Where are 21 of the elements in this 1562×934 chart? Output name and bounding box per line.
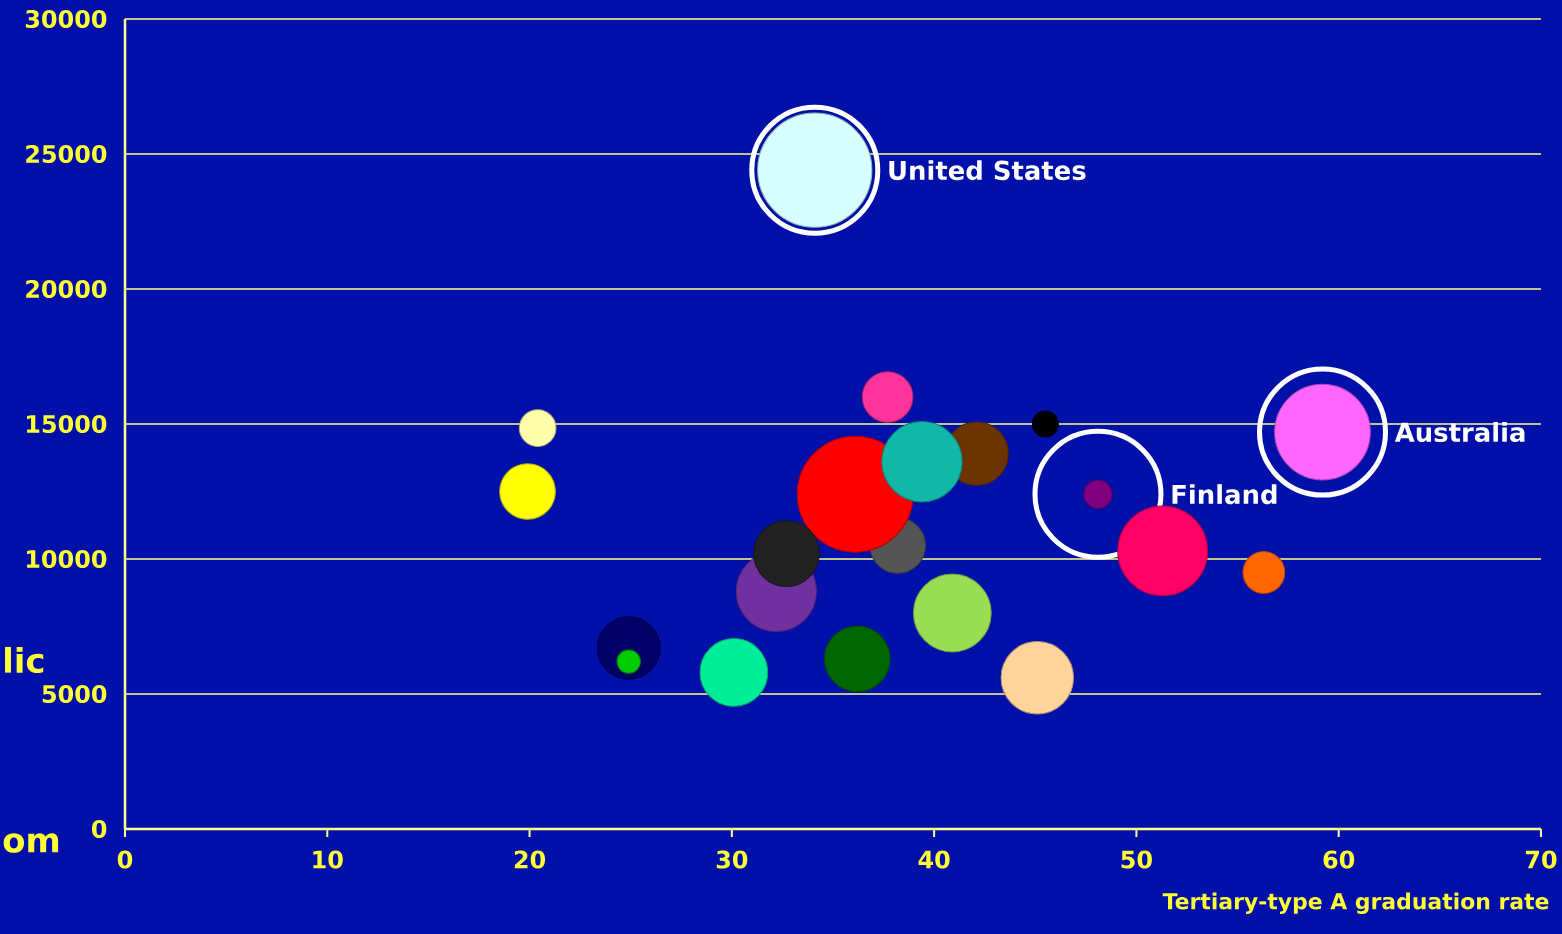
x-axis-title: Tertiary-type A graduation rate: [1162, 892, 1549, 914]
annotation: Finland: [1172, 484, 1277, 505]
annotation: United States: [889, 160, 1086, 181]
x-tick-label: 10: [313, 850, 343, 869]
y-tick-label: 0: [91, 819, 107, 839]
x-tick-label: 40: [918, 850, 950, 869]
text: om: [3, 833, 59, 853]
x-tick-label: 20: [514, 850, 546, 869]
y-tick-label: 20000: [26, 279, 107, 299]
y-tick-label: 10000: [27, 549, 107, 569]
x-tick-label: 30: [716, 850, 748, 869]
x-tick-label: 50: [1121, 850, 1152, 869]
x-tick-label: 60: [1323, 850, 1355, 869]
y-tick-label: 30000: [25, 9, 107, 29]
x-tick-label: 0: [117, 850, 133, 869]
y-tick-label: 15000: [27, 414, 107, 434]
text: lic: [5, 646, 44, 674]
y-tick-label: 25000: [26, 144, 107, 164]
y-tick-label: 5000: [42, 684, 107, 704]
annotation: Australia: [1394, 422, 1525, 443]
x-tick-label: 70: [1525, 850, 1557, 869]
